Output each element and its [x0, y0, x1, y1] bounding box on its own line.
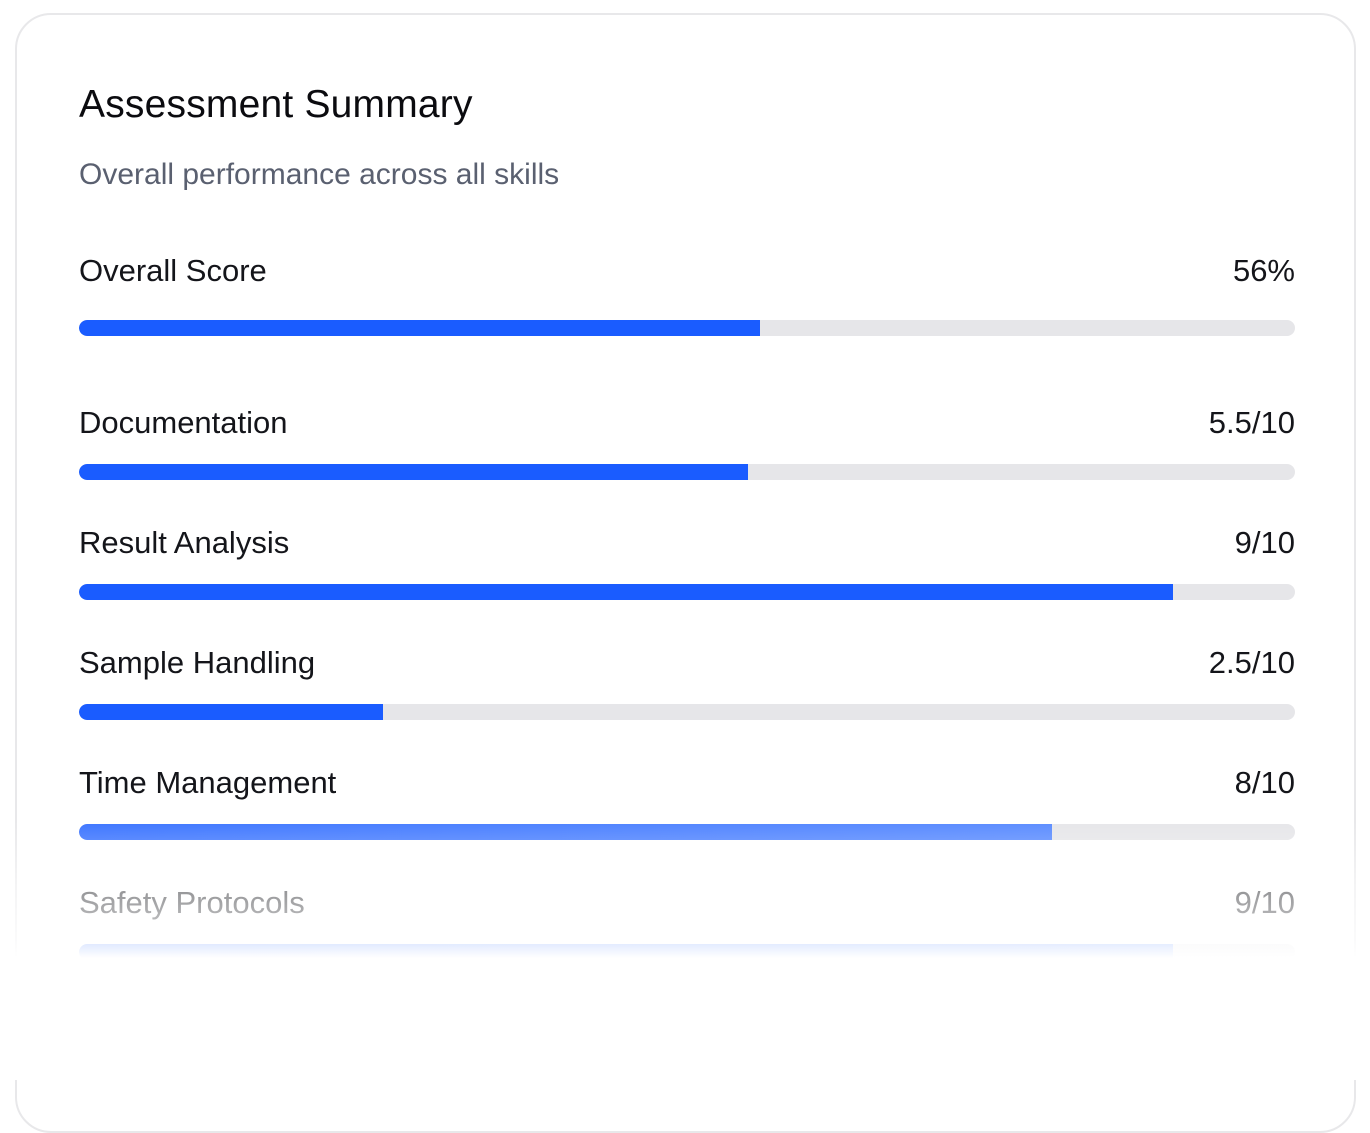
progress-fill — [79, 704, 383, 720]
metric-value: 56% — [1232, 253, 1295, 288]
progress-fill — [79, 944, 1174, 960]
metric-label: Result Analysis — [79, 525, 290, 560]
metric-value: 9/10 — [1234, 885, 1295, 920]
metric-value: 9/10 — [1234, 525, 1295, 560]
progress-fill — [79, 584, 1174, 600]
progress-track — [79, 944, 1295, 960]
metric-value: 8/10 — [1234, 765, 1295, 800]
metric-label: Time Management — [79, 765, 337, 800]
metric-label: Sample Handling — [79, 645, 316, 680]
progress-track — [79, 824, 1295, 840]
progress-fill — [79, 824, 1052, 840]
card-title: Assessment Summary — [79, 83, 473, 126]
progress-track — [79, 320, 1295, 336]
metric-value: 5.5/10 — [1208, 405, 1295, 440]
progress-track — [79, 464, 1295, 480]
card-subtitle: Overall performance across all skills — [79, 158, 560, 191]
metric-label: Overall Score — [79, 253, 267, 288]
progress-fill — [79, 464, 748, 480]
progress-track — [79, 704, 1295, 720]
metric-label: Safety Protocols — [79, 885, 305, 920]
progress-track — [79, 584, 1295, 600]
metric-label: Documentation — [79, 405, 288, 440]
progress-fill — [79, 320, 760, 336]
metric-value: 2.5/10 — [1208, 645, 1295, 680]
